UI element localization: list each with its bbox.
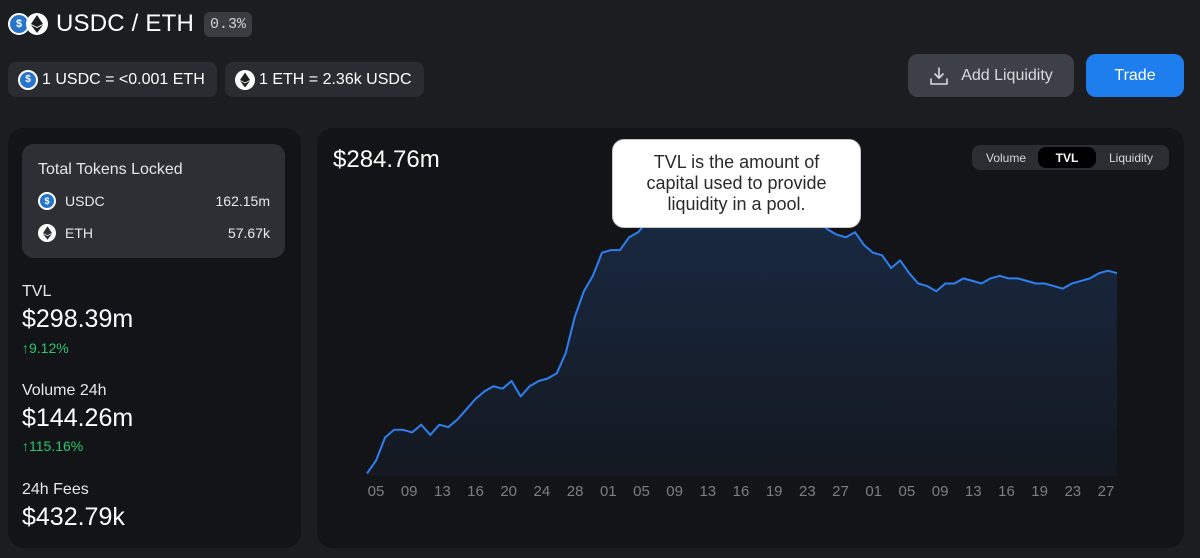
tvl-area-fill xyxy=(367,175,1117,476)
fee-tier-badge: 0.3% xyxy=(204,11,253,37)
locked-token-symbol: ETH xyxy=(65,225,93,241)
rate-usdc-to-eth-chip[interactable]: $ 1 USDC = <0.001 ETH xyxy=(8,62,217,97)
usdc-glyph: $ xyxy=(25,74,31,85)
x-tick-label: 01 xyxy=(600,483,617,500)
add-liquidity-label: Add Liquidity xyxy=(961,66,1053,84)
x-tick-label: 09 xyxy=(932,483,949,500)
toggle-volume[interactable]: Volume xyxy=(985,150,1027,165)
x-tick-label: 24 xyxy=(534,483,551,500)
volume-24h-label: Volume 24h xyxy=(22,382,107,399)
pair-title: USDC / ETH xyxy=(56,10,195,37)
x-tick-label: 09 xyxy=(401,483,418,500)
rate-eth-to-usdc-chip[interactable]: 1 ETH = 2.36k USDC xyxy=(225,62,424,97)
toggle-liquidity[interactable]: Liquidity xyxy=(1108,150,1154,165)
locked-token-amount: 162.15m xyxy=(215,193,270,209)
trade-button[interactable]: Trade xyxy=(1086,54,1184,97)
usdc-token-icon: $ xyxy=(38,192,56,210)
locked-token-symbol: USDC xyxy=(65,193,105,209)
x-tick-label: 13 xyxy=(965,483,982,500)
tvl-label: TVL xyxy=(22,283,52,300)
volume-24h-change: ↑115.16% xyxy=(22,438,84,454)
total-tokens-locked-title: Total Tokens Locked xyxy=(38,161,183,178)
tvl-change: ↑9.12% xyxy=(22,340,69,356)
x-tick-label: 13 xyxy=(699,483,716,500)
x-tick-label: 05 xyxy=(368,483,385,500)
tooltip-text: TVL is the amount of capital used to pro… xyxy=(646,152,827,214)
x-tick-label: 23 xyxy=(1064,483,1081,500)
x-tick-label: 16 xyxy=(467,483,484,500)
locked-token-row-usdc: $ USDC 162.15m xyxy=(38,192,270,210)
x-tick-label: 16 xyxy=(998,483,1015,500)
eth-token-icon xyxy=(26,13,48,35)
locked-token-amount: 57.67k xyxy=(227,225,270,241)
x-tick-label: 19 xyxy=(1031,483,1048,500)
locked-token-row-eth: ETH 57.67k xyxy=(38,224,270,242)
x-tick-label: 05 xyxy=(633,483,650,500)
rate-usdc-to-eth: 1 USDC = <0.001 ETH xyxy=(42,70,205,88)
eth-token-icon xyxy=(38,224,56,242)
chart-current-value: $284.76m xyxy=(333,146,440,173)
pair-token-logos: $ xyxy=(8,13,48,35)
x-tick-label: 28 xyxy=(567,483,584,500)
eth-token-icon xyxy=(235,69,255,90)
rate-eth-to-usdc: 1 ETH = 2.36k USDC xyxy=(259,70,412,88)
toggle-tvl[interactable]: TVL xyxy=(1038,147,1096,168)
add-liquidity-button[interactable]: Add Liquidity xyxy=(908,54,1074,97)
x-tick-label: 16 xyxy=(733,483,750,500)
tvl-info-tooltip: TVL is the amount of capital used to pro… xyxy=(612,139,861,228)
chart-type-toggle: Volume TVL Liquidity xyxy=(972,145,1169,170)
x-tick-label: 01 xyxy=(865,483,882,500)
x-tick-label: 23 xyxy=(799,483,816,500)
tvl-area-chart[interactable]: 05 09 13 16 20 24 28 01 05 09 13 16 19 23 27 01 05 09 13 16… xyxy=(317,128,1184,548)
x-tick-label: 13 xyxy=(434,483,451,500)
tvl-chart-panel: 05 09 13 16 20 24 28 01 05 09 13 16 19 23 27 01 05 09 13 16… xyxy=(317,128,1184,548)
x-tick-label: 27 xyxy=(832,483,849,500)
x-tick-label: 09 xyxy=(666,483,683,500)
fees-24h-label: 24h Fees xyxy=(22,481,89,498)
x-tick-label: 27 xyxy=(1098,483,1115,500)
total-tokens-locked-card: Total Tokens Locked $ USDC 162.15m ETH 5… xyxy=(22,144,285,258)
tvl-value: $298.39m xyxy=(22,305,134,333)
trade-label: Trade xyxy=(1114,66,1156,84)
usdc-token-icon: $ xyxy=(18,69,38,90)
download-icon xyxy=(930,66,948,85)
x-tick-label: 20 xyxy=(500,483,517,500)
pair-header: $ USDC / ETH 0.3% xyxy=(8,8,253,40)
volume-24h-value: $144.26m xyxy=(22,404,134,432)
pool-stats-panel: Total Tokens Locked $ USDC 162.15m ETH 5… xyxy=(8,128,301,548)
usdc-glyph: $ xyxy=(44,196,50,206)
fees-24h-value: $432.79k xyxy=(22,503,125,531)
x-tick-label: 19 xyxy=(766,483,783,500)
usdc-glyph: $ xyxy=(15,18,23,30)
x-tick-label: 05 xyxy=(899,483,916,500)
